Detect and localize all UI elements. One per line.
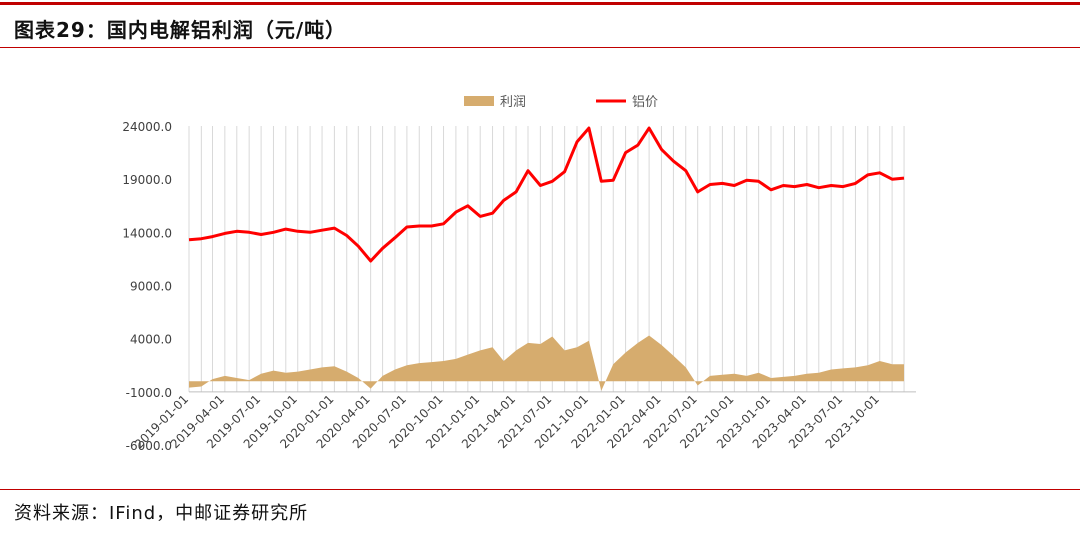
bottom-rule [0,489,1080,490]
source-note: 资料来源：IFind，中邮证券研究所 [14,503,309,524]
legend-label-price: 铝价 [632,95,658,110]
y-tick-label: 19000.0 [122,173,172,187]
top-rule [0,2,1080,5]
series-profit-area [189,335,904,391]
legend: 利润 铝价 [464,95,658,110]
y-tick-label: 14000.0 [122,226,172,240]
y-tick-label: 24000.0 [122,120,172,134]
axis-layer: 24000.0 19000.0 14000.0 9000.0 4000.0 -1000.0… [122,120,916,453]
price-line-layer [188,126,905,263]
series-price-line [188,126,905,263]
profit-price-chart: 24000.0 19000.0 14000.0 9000.0 4000.0 -1000.0… [122,95,916,453]
y-tick-label: 9000.0 [130,280,172,294]
y-tick-label: -1000.0 [126,386,172,400]
y-tick-label: 4000.0 [130,333,172,347]
legend-label-profit: 利润 [500,95,526,110]
legend-swatch-profit [464,96,494,106]
profit-area-layer [188,335,905,391]
y-tick-label: -6000.0 [126,439,172,453]
figure-title: 图表29：国内电解铝利润（元/吨） [14,18,347,42]
title-rule [0,47,1080,48]
